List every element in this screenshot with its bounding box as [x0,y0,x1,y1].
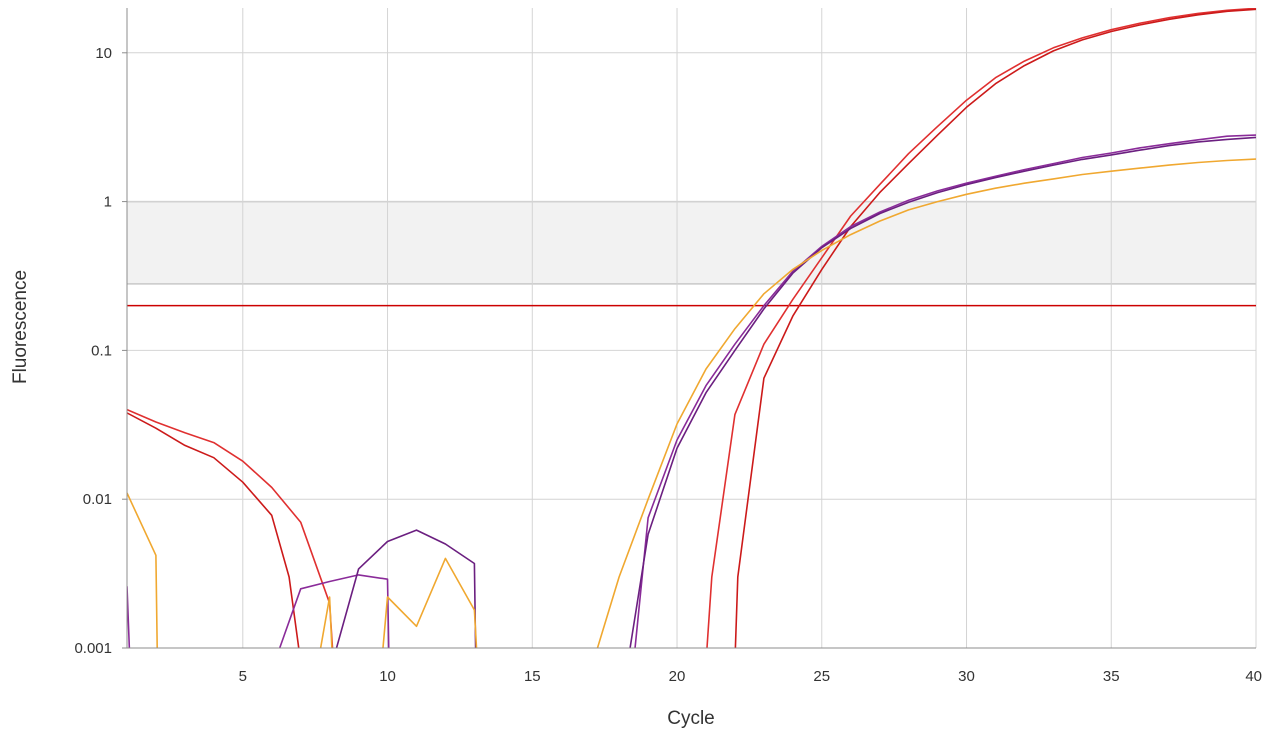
y-tick-label: 0.001 [74,640,112,657]
plot-background [127,8,1256,648]
x-tick-label: 30 [958,668,975,685]
y-tick-label: 1 [104,194,112,211]
y-tick-labels: 0.001 0.01 0.1 1 10 [74,45,112,657]
y-tick-label: 0.01 [83,491,112,508]
axes-layer [122,8,1256,649]
shaded-band-layer [127,200,1256,285]
series-line-3 [127,134,1256,648]
series-line-5 [127,158,1256,648]
x-axis-title: Cycle [667,708,715,729]
y-axis-title: Fluorescence [10,270,31,384]
plot-area [127,8,1256,648]
series-line-2 [127,8,1256,648]
x-tick-label: 35 [1103,668,1120,685]
series-layer [127,8,1256,648]
x-tick-label: 5 [239,668,247,685]
series-line-4 [335,136,1256,648]
x-tick-label: 15 [524,668,541,685]
x-tick-label: 20 [669,668,686,685]
shaded-band [127,201,1256,284]
x-tick-label: 25 [813,668,830,685]
x-tick-label: 40 [1245,668,1262,685]
x-tick-label: 10 [379,668,396,685]
y-tick-label: 10 [95,45,112,62]
x-tick-labels: 5 10 15 20 25 30 35 40 [239,668,1262,685]
y-tick-label: 0.1 [91,342,112,359]
